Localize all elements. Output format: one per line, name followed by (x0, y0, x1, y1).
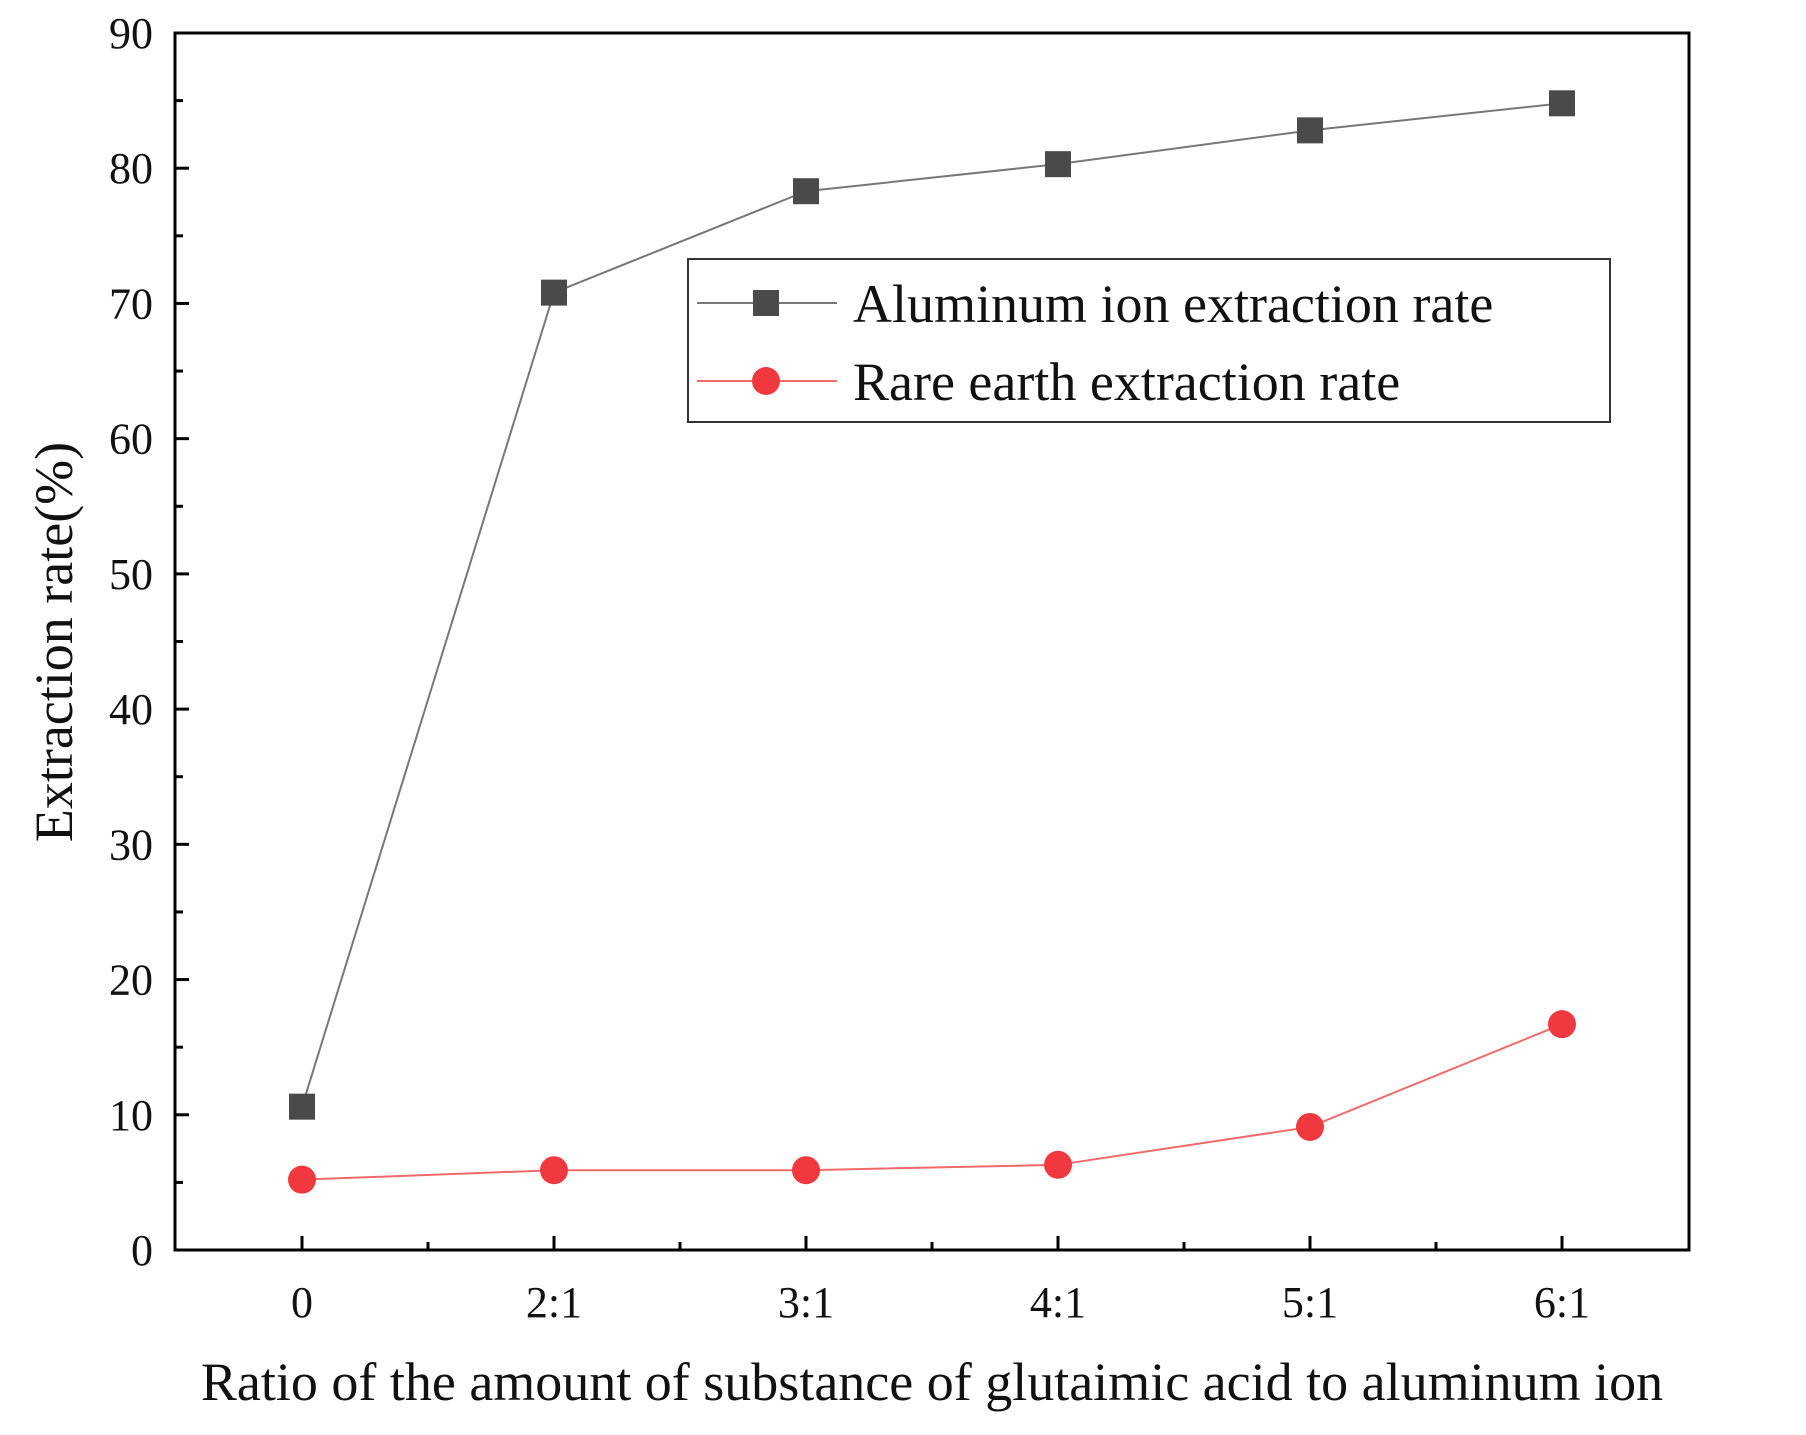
series-line-aluminum (301, 102, 1563, 1107)
x-tick-labels: 0 2:1 3:1 4:1 5:1 6:1 (291, 1278, 1590, 1327)
legend-box (687, 258, 1611, 423)
y-tick-label: 10 (109, 1091, 153, 1140)
y-tick-label: 80 (109, 144, 153, 193)
legend-label-aluminum: Aluminum ion extraction rate (853, 274, 1493, 334)
data-point-rare-earth (540, 1156, 568, 1185)
legend: Aluminum ion extraction rate Rare earth … (687, 258, 1611, 423)
legend-marker-aluminum (753, 290, 779, 316)
x-tick-label: 3:1 (778, 1278, 834, 1327)
y-tick-label: 70 (109, 279, 153, 328)
y-tick-label: 40 (109, 685, 153, 734)
data-point-aluminum (1297, 117, 1323, 144)
data-point-aluminum (1549, 90, 1575, 117)
y-tick-label: 60 (109, 415, 153, 464)
data-series (288, 90, 1576, 1194)
y-axis-title: Extraction rate(%) (24, 442, 84, 842)
data-point-rare-earth (1548, 1010, 1576, 1039)
data-point-aluminum (793, 178, 819, 205)
x-tick-label: 5:1 (1282, 1278, 1338, 1327)
y-tick-label: 0 (131, 1226, 153, 1275)
y-tick-label: 90 (109, 9, 153, 58)
legend-marker-rare-earth (752, 367, 780, 395)
data-point-aluminum (1045, 151, 1071, 178)
x-axis-title: Ratio of the amount of substance of glut… (201, 1352, 1663, 1412)
series-line-rare-earth (301, 1023, 1563, 1181)
y-tick-label: 20 (109, 956, 153, 1005)
x-tick-label: 0 (291, 1278, 313, 1327)
x-tick-label: 4:1 (1030, 1278, 1086, 1327)
data-point-aluminum (289, 1093, 315, 1120)
x-tick-label: 6:1 (1534, 1278, 1590, 1327)
data-point-aluminum (541, 279, 567, 306)
x-tick-label: 2:1 (526, 1278, 582, 1327)
data-point-rare-earth (1296, 1112, 1324, 1141)
y-tick-label: 30 (109, 820, 153, 869)
y-tick-labels: 0 10 20 30 40 50 60 70 80 90 (109, 9, 153, 1275)
data-point-rare-earth (792, 1156, 820, 1185)
data-point-rare-earth (1044, 1150, 1072, 1179)
data-point-rare-earth (288, 1165, 316, 1194)
legend-label-rare-earth: Rare earth extraction rate (853, 352, 1400, 412)
axis-ticks (175, 31, 1564, 1252)
y-tick-label: 50 (109, 550, 153, 599)
